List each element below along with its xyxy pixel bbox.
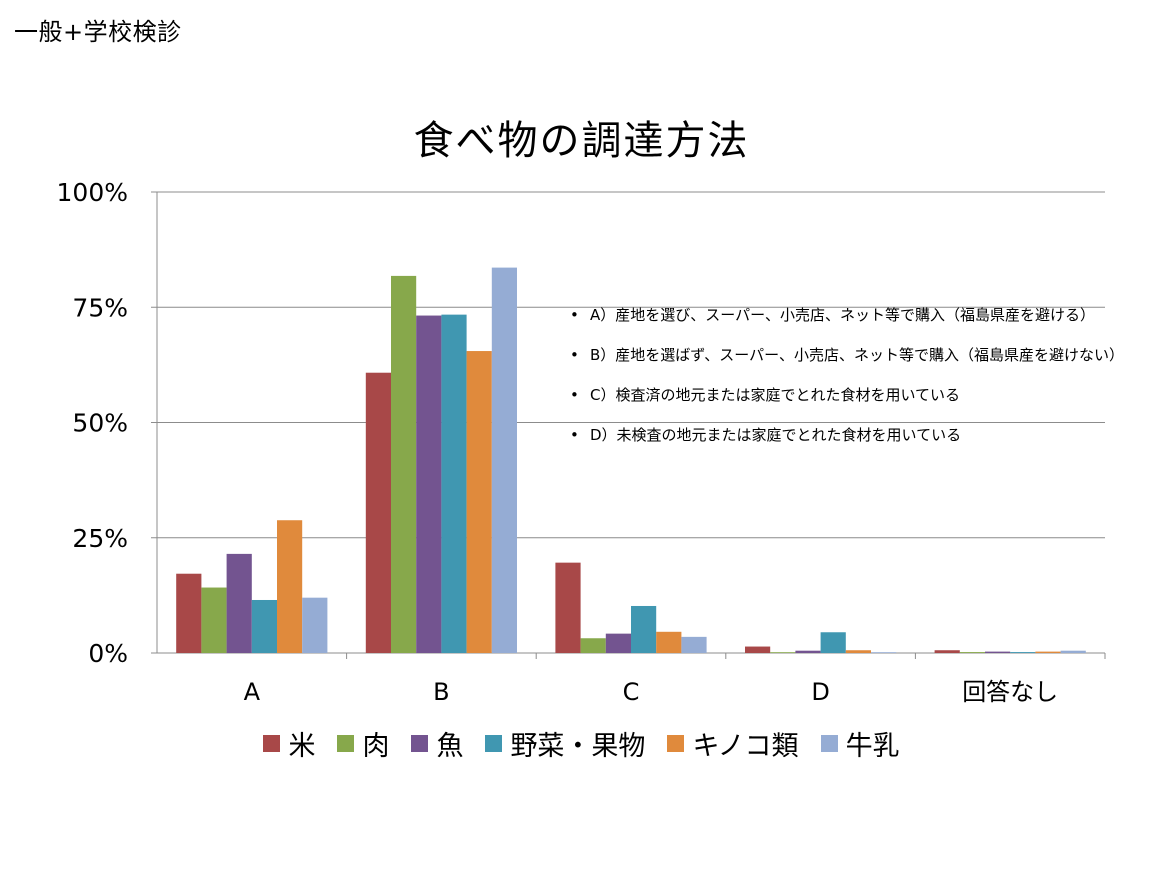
legend-swatch-milk (820, 735, 838, 752)
bar (416, 315, 442, 653)
y-tick-label: 0% (88, 639, 128, 668)
bar (176, 573, 202, 653)
bar (302, 597, 328, 653)
legend-item-rice: 米 (263, 724, 315, 763)
x-tick-label: C (623, 678, 640, 706)
bar (795, 650, 821, 653)
bar (985, 651, 1011, 653)
bar (466, 351, 492, 653)
note-text-c: C）検査済の地元または家庭でとれた食材を用いている (590, 386, 961, 404)
bar (1035, 651, 1061, 653)
note-text-b: B）産地を選ばず、スーパー、小売店、ネット等で購入（福島県産を避けない） (590, 346, 1124, 364)
note-text-a: A）産地を選び、スーパー、小売店、ネット等で購入（福島県産を避ける） (590, 306, 1095, 324)
bar (277, 520, 303, 653)
chart-title: 食べ物の調達方法 (413, 118, 750, 164)
y-tick-label: 100% (57, 178, 128, 207)
y-tick-label: 25% (72, 524, 128, 553)
legend-label-mushrooms: キノコ類 (692, 731, 799, 762)
bar (580, 638, 606, 653)
bar (934, 650, 960, 653)
bar (770, 652, 796, 653)
legend-item-milk: 牛乳 (820, 724, 900, 763)
legend-label-meat: 肉 (362, 731, 390, 762)
legend-item-fish: 魚 (411, 724, 463, 763)
bar (871, 652, 897, 653)
legend-swatch-meat (337, 735, 355, 752)
bar (845, 650, 871, 653)
note-text-d: D）未検査の地元または家庭でとれた食材を用いている (590, 426, 962, 444)
chart-legend: 米 肉 魚 野菜・果物 キノコ類 牛乳 (0, 724, 1163, 763)
bar (555, 562, 581, 653)
note-item-d: • D）未検査の地元または家庭でとれた食材を用いている (570, 424, 961, 445)
bar (251, 599, 277, 653)
note-bullet: • (570, 306, 579, 324)
bar (441, 314, 467, 653)
bar (605, 633, 631, 653)
x-tick-label: 回答なし (962, 678, 1058, 706)
y-tick-label: 75% (72, 293, 128, 322)
bar (745, 646, 771, 653)
bar (681, 636, 707, 653)
legend-swatch-fish (411, 735, 429, 752)
legend-swatch-vegetables-fruit (485, 735, 503, 752)
legend-label-milk: 牛乳 (845, 731, 900, 762)
page-corner-label: 一般+学校検診 (14, 18, 182, 46)
note-item-c: • C）検査済の地元または家庭でとれた食材を用いている (570, 384, 960, 405)
bar (391, 275, 417, 653)
bar (226, 553, 252, 653)
bar (365, 372, 391, 653)
legend-item-vegetables-fruit: 野菜・果物 (485, 724, 645, 763)
x-tick-label: A (244, 678, 261, 706)
legend-label-fish: 魚 (436, 731, 464, 762)
y-tick-label: 50% (72, 409, 128, 438)
legend-label-vegetables-fruit: 野菜・果物 (510, 731, 646, 762)
bar (201, 587, 227, 653)
legend-item-meat: 肉 (337, 724, 389, 763)
note-item-a: • A）産地を選び、スーパー、小売店、ネット等で購入（福島県産を避ける） (570, 304, 1095, 325)
x-tick-label: D (811, 678, 829, 706)
bar (1010, 652, 1036, 653)
bar (959, 652, 985, 653)
legend-label-rice: 米 (288, 731, 316, 762)
note-bullet: • (570, 346, 579, 364)
legend-swatch-rice (263, 735, 281, 752)
note-bullet: • (570, 386, 579, 404)
legend-item-mushrooms: キノコ類 (667, 724, 799, 763)
bar (631, 605, 657, 653)
bar (491, 267, 517, 653)
note-item-b: • B）産地を選ばず、スーパー、小売店、ネット等で購入（福島県産を避けない） (570, 344, 1124, 365)
note-bullet: • (570, 426, 579, 444)
bar (1060, 650, 1086, 653)
bar (656, 631, 682, 653)
legend-swatch-mushrooms (667, 735, 685, 752)
bar (820, 632, 846, 653)
x-tick-label: B (433, 678, 449, 706)
